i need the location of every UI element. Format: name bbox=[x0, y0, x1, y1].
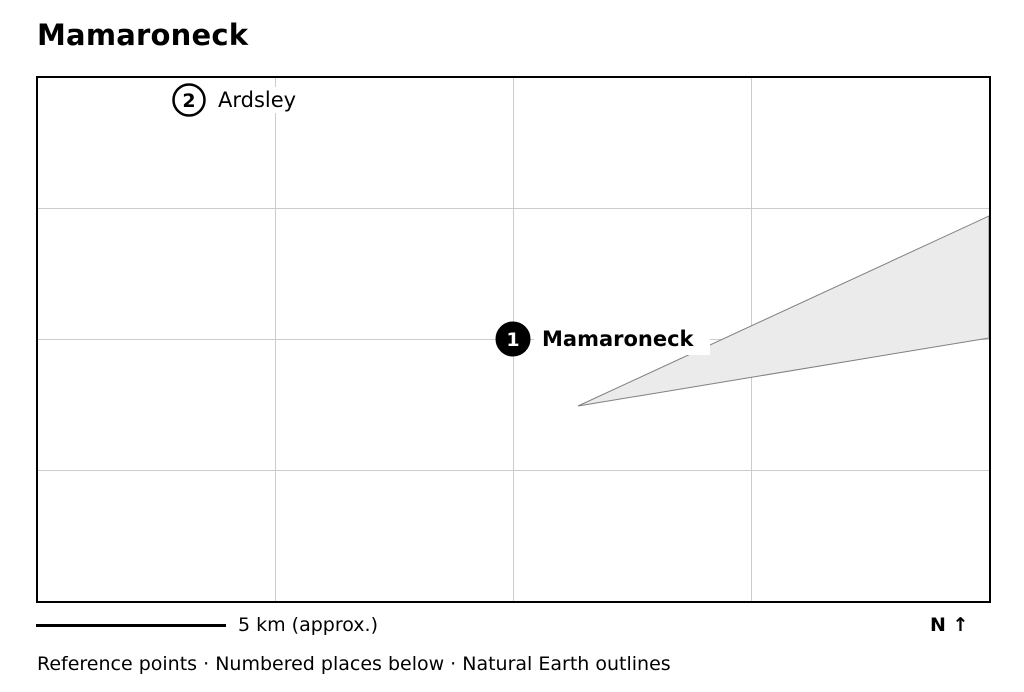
place-number-circle bbox=[172, 83, 206, 117]
map-footer-note: Reference points · Numbered places below… bbox=[37, 653, 671, 675]
place-label-halo bbox=[534, 324, 710, 355]
place-marker-mamaroneck[interactable]: 1 Mamaroneck bbox=[495, 321, 710, 357]
scale-bar-line bbox=[36, 624, 226, 627]
place-number-circle bbox=[495, 321, 531, 357]
place-label-halo bbox=[210, 87, 304, 113]
scale-bar-label: 5 km (approx.) bbox=[238, 614, 378, 636]
north-arrow: N ↑ bbox=[930, 614, 969, 636]
map-title: Mamaroneck bbox=[37, 18, 249, 52]
map-canvas: 2 Ardsley 1 Mamaroneck bbox=[38, 78, 989, 601]
land-outline bbox=[577, 215, 989, 407]
place-number: 1 bbox=[506, 329, 519, 351]
place-marker-ardsley[interactable]: 2 Ardsley bbox=[172, 83, 305, 117]
place-name: Mamaroneck bbox=[542, 327, 695, 351]
place-name: Ardsley bbox=[218, 88, 296, 112]
map-panel[interactable]: 2 Ardsley 1 Mamaroneck bbox=[36, 76, 991, 603]
place-number: 2 bbox=[182, 90, 195, 112]
